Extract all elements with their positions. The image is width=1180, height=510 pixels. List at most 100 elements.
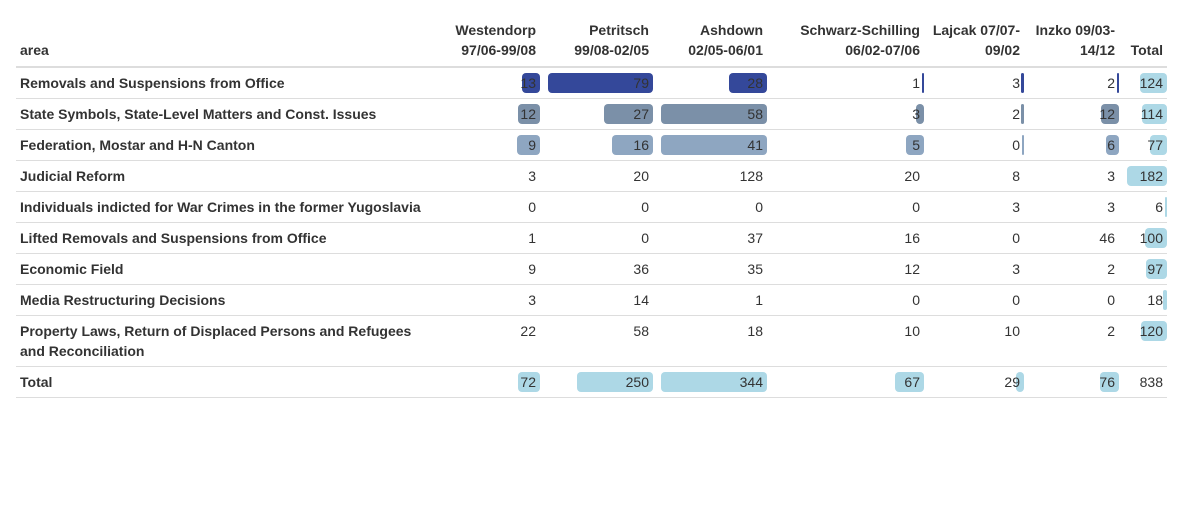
table-cell: 0 — [924, 284, 1024, 316]
table-cell: 58 — [653, 98, 767, 130]
cell-value: 97 — [1147, 261, 1163, 277]
cell-value: 18 — [747, 323, 763, 339]
value-bar — [1016, 372, 1024, 392]
cell-value: 1 — [912, 75, 920, 91]
row-label: Judicial Reform — [16, 160, 425, 192]
row-label: Economic Field — [16, 253, 425, 285]
column-header[interactable]: Westendorp 97/06-99/08 — [425, 18, 540, 68]
cell-value: 250 — [625, 374, 649, 390]
table-cell: 3 — [767, 98, 924, 130]
column-header[interactable]: Inzko 09/03- 14/12 — [1024, 18, 1119, 68]
cell-value: 0 — [912, 292, 920, 308]
row-label: State Symbols, State-Level Matters and C… — [16, 98, 425, 130]
cell-value: 16 — [633, 137, 649, 153]
table-cell: 0 — [425, 191, 540, 223]
cell-value: 128 — [739, 168, 763, 184]
table-cell: 14 — [540, 284, 653, 316]
table-cell: 97 — [1119, 253, 1167, 285]
table-cell: 1 — [425, 222, 540, 254]
table-cell: 12 — [767, 253, 924, 285]
column-header-area[interactable]: area — [16, 18, 425, 68]
value-bar — [1099, 372, 1119, 392]
column-header[interactable]: Total — [1119, 18, 1167, 68]
column-header-line2: 99/08-02/05 — [574, 42, 649, 58]
cell-value: 0 — [1012, 230, 1020, 246]
table-cell: 114 — [1119, 98, 1167, 130]
table-cell: 1 — [767, 67, 924, 99]
value-bar — [1140, 321, 1167, 341]
value-bar — [517, 372, 540, 392]
table-cell: 3 — [1024, 160, 1119, 192]
table-row: Media Restructuring Decisions 3 14 1 0 0 0 18 — [16, 284, 1167, 316]
row-label: Lifted Removals and Suspensions from Off… — [16, 222, 425, 254]
value-bar — [1127, 166, 1167, 186]
table-row: Economic Field 9 36 35 12 3 2 97 — [16, 253, 1167, 285]
value-bar — [1020, 104, 1024, 124]
cell-value: 3 — [1107, 168, 1115, 184]
value-bar — [1145, 259, 1167, 279]
cell-value: 28 — [747, 75, 763, 91]
cell-value: 58 — [633, 323, 649, 339]
row-label: Total — [16, 366, 425, 398]
table-cell: 16 — [540, 129, 653, 161]
value-bar — [1022, 135, 1024, 155]
table-cell: 2 — [1024, 315, 1119, 367]
table-cell: 3 — [425, 284, 540, 316]
table-row: Lifted Removals and Suspensions from Off… — [16, 222, 1167, 254]
table-cell: 35 — [653, 253, 767, 285]
column-header-line1: Inzko 09/03- — [1035, 22, 1115, 38]
cell-value: 0 — [912, 199, 920, 215]
value-bar — [1145, 228, 1167, 248]
column-header-line1: Ashdown — [700, 22, 763, 38]
table-cell: 16 — [767, 222, 924, 254]
value-bar — [1163, 290, 1167, 310]
table-row: State Symbols, State-Level Matters and C… — [16, 98, 1167, 130]
table-cell: 20 — [540, 160, 653, 192]
column-header[interactable]: Schwarz-Schilling 06/02-07/06 — [767, 18, 924, 68]
cell-value: 1 — [528, 230, 536, 246]
value-bar — [1101, 104, 1119, 124]
table-cell: 27 — [540, 98, 653, 130]
table-cell: 5 — [767, 129, 924, 161]
cell-value: 12 — [520, 106, 536, 122]
column-header[interactable]: Petritsch 99/08-02/05 — [540, 18, 653, 68]
table-cell: 250 — [540, 366, 653, 398]
table-cell: 2 — [924, 98, 1024, 130]
table-cell: 182 — [1119, 160, 1167, 192]
cell-value: 14 — [633, 292, 649, 308]
cell-value: 5 — [912, 137, 920, 153]
cell-value: 58 — [747, 106, 763, 122]
data-table-container: area Westendorp 97/06-99/08 Petritsch 99/08… — [16, 18, 1168, 398]
cell-value: 0 — [528, 199, 536, 215]
column-header[interactable]: Ashdown 02/05-06/01 — [653, 18, 767, 68]
cell-value: 3 — [912, 106, 920, 122]
cell-value: 9 — [528, 261, 536, 277]
cell-value: 3 — [1012, 261, 1020, 277]
value-bar — [548, 73, 653, 93]
value-bar — [516, 135, 540, 155]
table-cell: 3 — [924, 253, 1024, 285]
column-header-line2: 02/05-06/01 — [688, 42, 763, 58]
value-bar — [612, 135, 653, 155]
value-bar — [916, 104, 924, 124]
header-row: area Westendorp 97/06-99/08 Petritsch 99/08… — [16, 18, 1167, 68]
column-header-line2: Total — [1130, 42, 1163, 58]
value-bar — [894, 372, 924, 392]
cell-value: 16 — [904, 230, 920, 246]
table-cell: 58 — [540, 315, 653, 367]
table-cell: 22 — [425, 315, 540, 367]
column-header-line1: Lajcak 07/07- — [932, 22, 1020, 38]
cell-value: 27 — [633, 106, 649, 122]
row-label: Media Restructuring Decisions — [16, 284, 425, 316]
column-header[interactable]: Lajcak 07/07- 09/02 — [924, 18, 1024, 68]
cell-value: 344 — [739, 374, 763, 390]
table-cell: 124 — [1119, 67, 1167, 99]
cell-value: 46 — [1099, 230, 1115, 246]
table-cell: 37 — [653, 222, 767, 254]
value-bar — [1165, 197, 1167, 217]
cell-value: 36 — [633, 261, 649, 277]
cell-value: 120 — [1139, 323, 1163, 339]
cell-value: 35 — [747, 261, 763, 277]
cell-value: 2 — [1107, 323, 1115, 339]
table-header: area Westendorp 97/06-99/08 Petritsch 99/08… — [16, 18, 1167, 68]
